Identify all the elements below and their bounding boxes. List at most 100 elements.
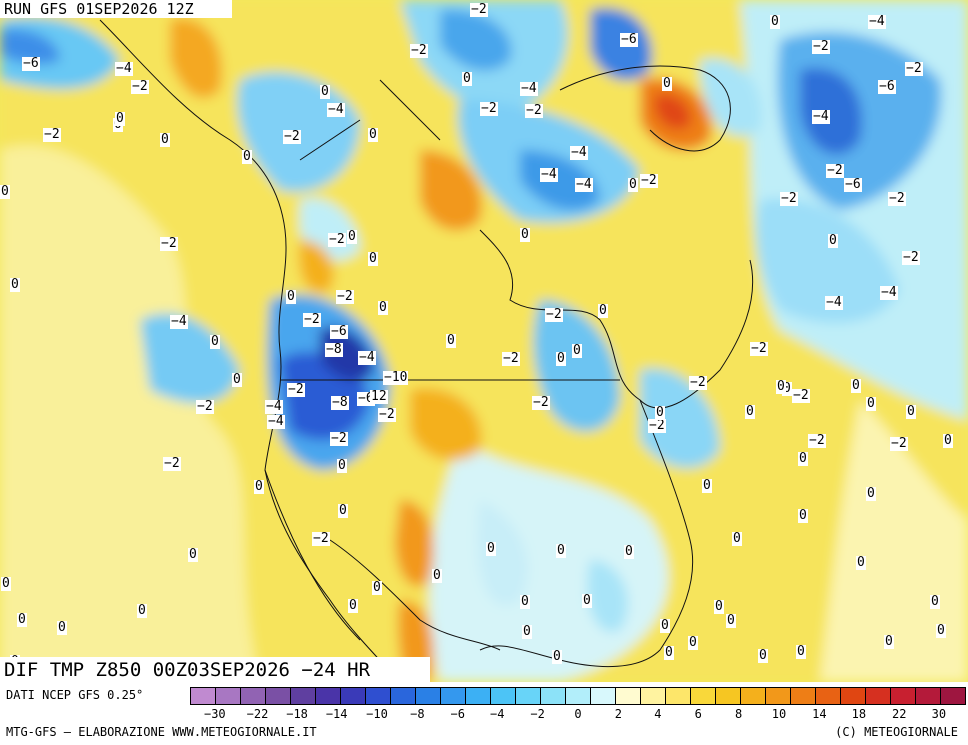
colorbar-swatch [691, 688, 716, 704]
map-value-label: −6 [878, 79, 896, 94]
map-value-label: −6 [620, 32, 638, 47]
colorbar-swatch [566, 688, 591, 704]
colorbar-swatch [591, 688, 616, 704]
map-value-label: 0 [732, 531, 742, 546]
map-value-label: −2 [902, 250, 920, 265]
copyright-label: (C) METEOGIORNALE [835, 725, 958, 739]
map-value-label: 0 [828, 233, 838, 248]
map-value-label: −2 [689, 375, 707, 390]
map-value-label: 0 [582, 593, 592, 608]
map-value-label: −2 [808, 433, 826, 448]
colorbar-swatch [441, 688, 466, 704]
map-value-label: −2 [303, 312, 321, 327]
map-value-label: 0 [1, 576, 11, 591]
map-value-label: 0 [714, 599, 724, 614]
map-value-label: −2 [336, 289, 354, 304]
colorbar-swatch [266, 688, 291, 704]
map-value-label: −2 [545, 307, 563, 322]
colorbar-tick-label: −8 [410, 707, 425, 721]
map-value-label: −2 [502, 351, 520, 366]
colorbar-tick-label: 8 [735, 707, 743, 721]
map-value-label: 0 [522, 624, 532, 639]
map-value-label: 0 [210, 334, 220, 349]
colorbar-swatch [191, 688, 216, 704]
map-value-label: 0 [726, 613, 736, 628]
map-value-label: −2 [330, 431, 348, 446]
colorbar-tick-label: 0 [574, 707, 582, 721]
map-value-label: −2 [480, 101, 498, 116]
field-title: DIF TMP Z850 00Z03SEP2026 −24 HR [0, 657, 431, 683]
colorbar-tick-label: 2 [614, 707, 622, 721]
map-value-label: 0 [242, 149, 252, 164]
map-value-label: 0 [884, 634, 894, 649]
colorbar [190, 687, 966, 705]
colorbar-swatch [391, 688, 416, 704]
colorbar-swatch [241, 688, 266, 704]
colorbar-swatch [541, 688, 566, 704]
map-value-label: 0 [320, 84, 330, 99]
map-value-label: −2 [283, 129, 301, 144]
map-value-label: 0 [745, 404, 755, 419]
colorbar-swatch [616, 688, 641, 704]
map-value-label: −2 [648, 418, 666, 433]
colorbar-tick-label: −30 [203, 707, 226, 721]
map-value-label: −2 [780, 191, 798, 206]
map-value-label: 0 [776, 379, 786, 394]
colorbar-tick-label: 10 [771, 707, 787, 721]
map-value-label: 0 [936, 623, 946, 638]
map-value-label: −2 [890, 436, 908, 451]
map-value-label: −2 [826, 163, 844, 178]
colorbar-swatch [866, 688, 891, 704]
map-value-label: −2 [160, 236, 178, 251]
colorbar-swatch [941, 688, 965, 704]
map-value-label: −4 [812, 109, 830, 124]
map-value-label: −2 [792, 388, 810, 403]
map-value-label: −2 [43, 127, 61, 142]
colorbar-swatch [366, 688, 391, 704]
map-value-label: 0 [115, 111, 125, 126]
map-value-label: −2 [812, 39, 830, 54]
map-value-label: 0 [17, 612, 27, 627]
map-value-label: −4 [267, 414, 285, 429]
map-value-label: 0 [758, 648, 768, 663]
map-value-label: 0 [372, 580, 382, 595]
map-value-label: 12 [370, 389, 388, 404]
colorbar-swatch [516, 688, 541, 704]
colorbar-swatch [741, 688, 766, 704]
colorbar-swatch [316, 688, 341, 704]
colorbar-tick-labels: −30 −22 −18 −14 −10 −8 −6 −4 −2 0 2 4 6 8 10 14 18 22 30 [190, 707, 966, 723]
map-value-label: 0 [486, 541, 496, 556]
map-value-label: 0 [782, 381, 792, 396]
map-value-label: −2 [131, 79, 149, 94]
map-value-label: 0 [662, 76, 672, 91]
colorbar-swatch [416, 688, 441, 704]
map-value-label: −2 [525, 103, 543, 118]
colorbar-swatch [916, 688, 941, 704]
map-value-label: 0 [368, 127, 378, 142]
map-value-label: −4 [327, 102, 345, 117]
map-value-label: 0 [462, 71, 472, 86]
map-value-label: 0 [10, 277, 20, 292]
colorbar-swatch [816, 688, 841, 704]
map-value-label: 0 [368, 251, 378, 266]
map-value-label: −2 [905, 61, 923, 76]
map-value-label: 0 [572, 343, 582, 358]
map-value-label: 0 [57, 620, 67, 635]
temperature-difference-map: −4−2−2−4−60−6−4−4−2−2−6−4−200−2−40−200−2… [0, 0, 968, 682]
map-value-label: −6 [330, 324, 348, 339]
map-value-label: 0 [856, 555, 866, 570]
map-value-label: 0 [137, 603, 147, 618]
colorbar-tick-label: −18 [286, 707, 308, 721]
colorbar-swatch [791, 688, 816, 704]
colorbar-swatch [641, 688, 666, 704]
map-value-label: 0 [628, 177, 638, 192]
map-value-label: 0 [943, 433, 953, 448]
colorbar-swatch [341, 688, 366, 704]
map-value-label: −2 [328, 232, 346, 247]
map-value-label: 0 [796, 644, 806, 659]
map-value-label: 0 [866, 486, 876, 501]
map-value-label: 0 [702, 478, 712, 493]
map-value-label: −2 [888, 191, 906, 206]
map-value-label: 0 [232, 372, 242, 387]
map-value-label: 0 [552, 649, 562, 664]
